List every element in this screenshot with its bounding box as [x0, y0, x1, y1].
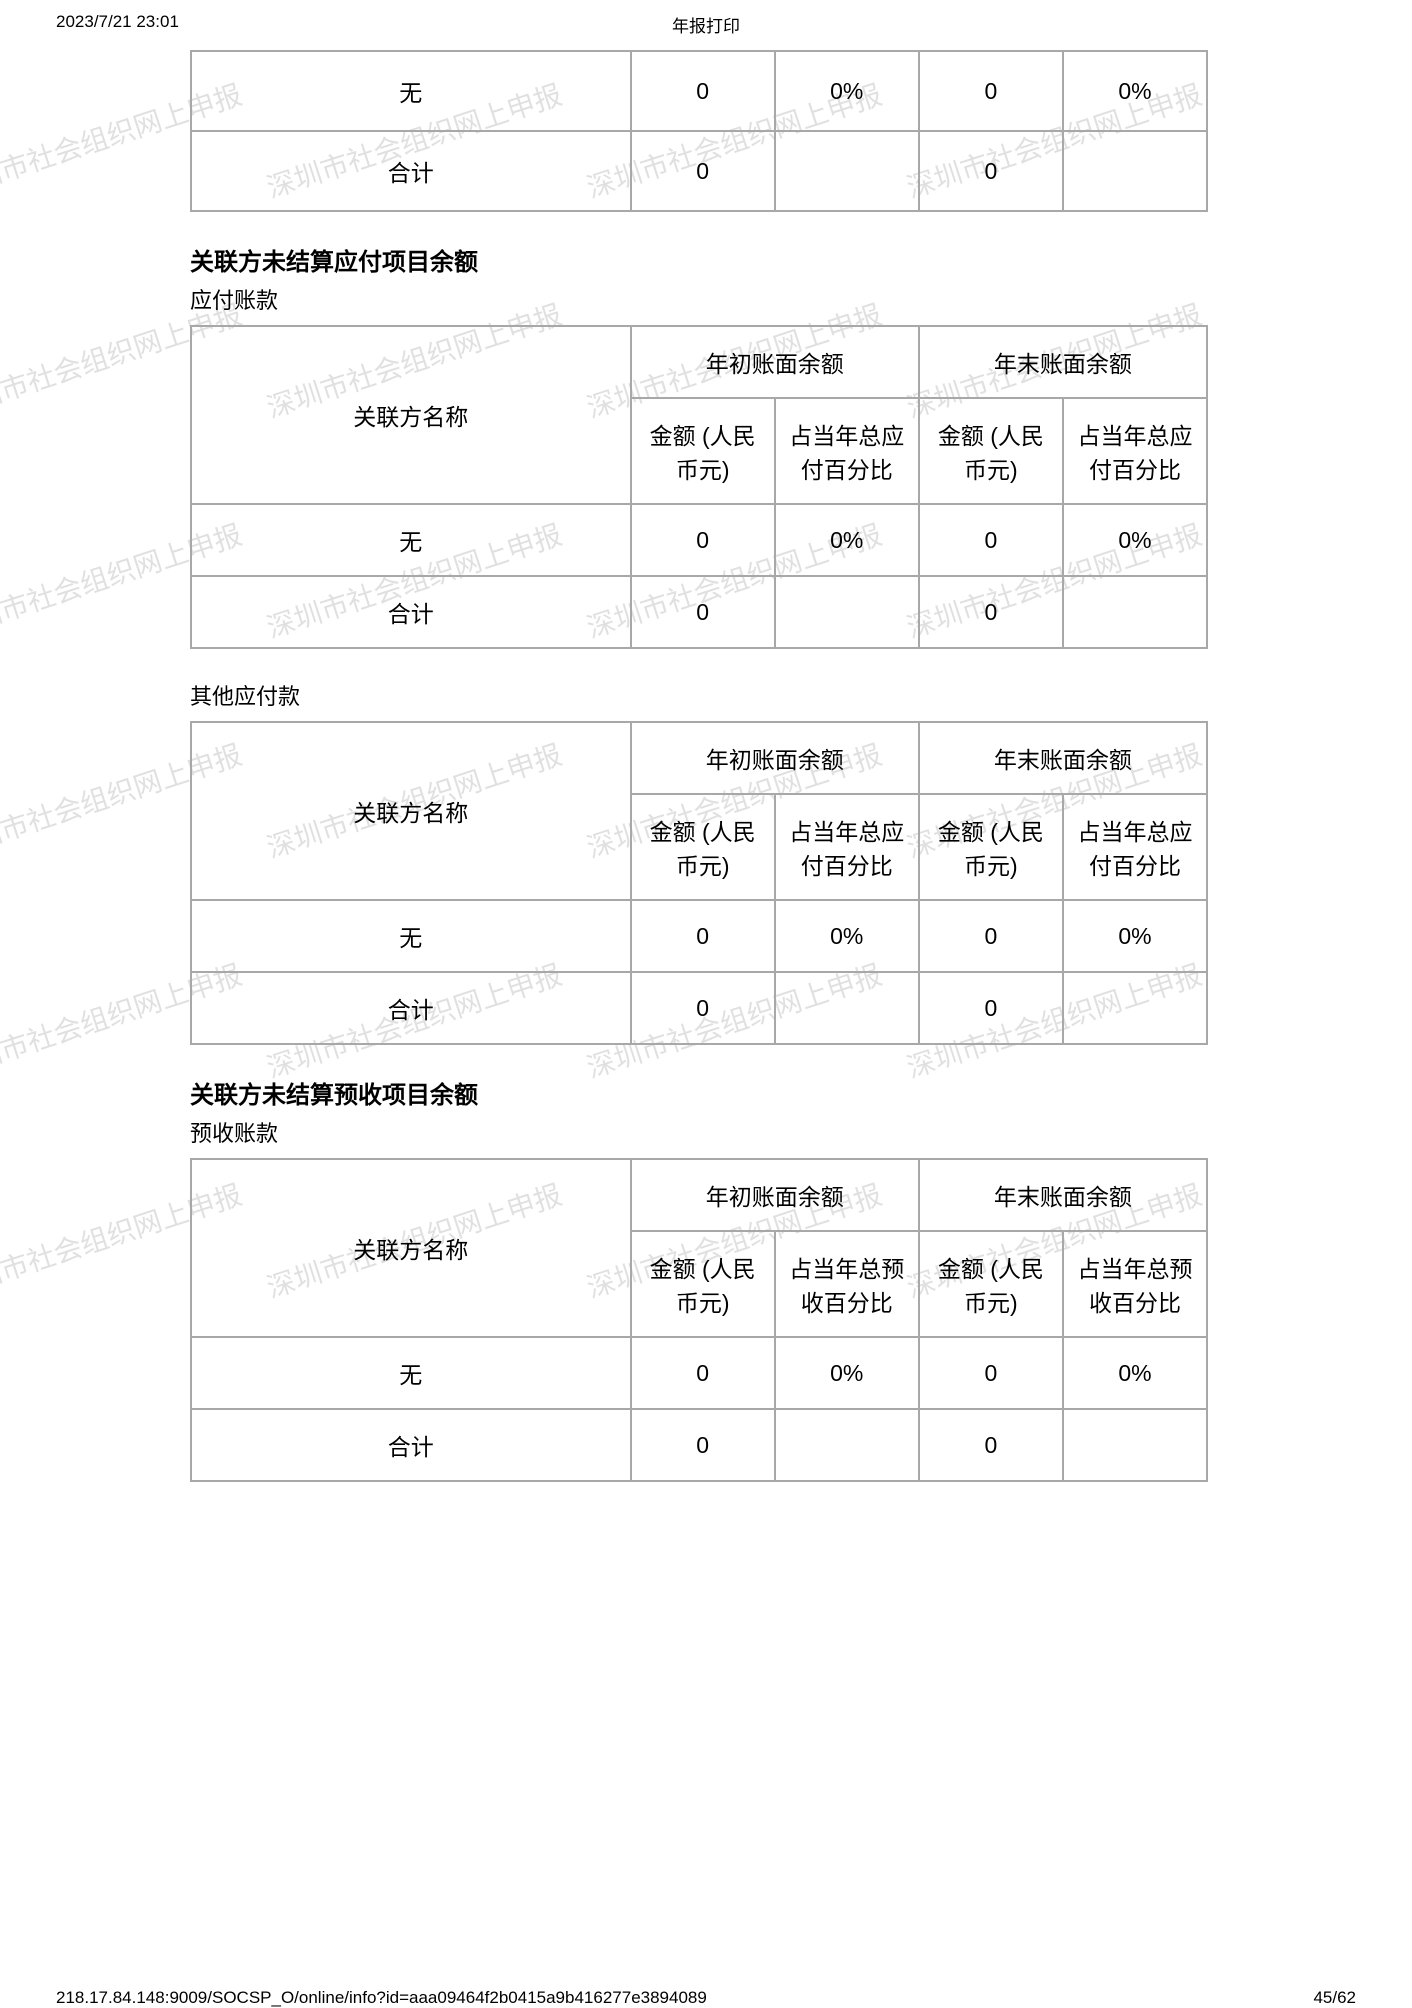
column-header-group-b: 年末账面余额: [919, 1159, 1207, 1231]
financial-table: 关联方名称年初账面余额年末账面余额金额 (人民币元)占当年总应付百分比金额 (人…: [190, 325, 1208, 649]
column-header-group-a: 年初账面余额: [631, 1159, 919, 1231]
table-cell: [775, 576, 919, 648]
table-cell: 0%: [775, 1337, 919, 1409]
column-subheader: 金额 (人民币元): [919, 794, 1063, 900]
header-title: 年报打印: [672, 12, 740, 37]
table-cell: 0: [631, 504, 775, 576]
table-cell: 无: [191, 900, 631, 972]
column-subheader: 占当年总预收百分比: [775, 1231, 919, 1337]
table-cell: 0: [631, 576, 775, 648]
table-cell: 0: [631, 1337, 775, 1409]
table-cell: 合计: [191, 131, 631, 211]
table-cell: 0%: [1063, 1337, 1207, 1409]
table-cell: 0%: [775, 51, 919, 131]
column-subheader: 占当年总预收百分比: [1063, 1231, 1207, 1337]
table-header-row: 关联方名称年初账面余额年末账面余额: [191, 722, 1207, 794]
column-header-group-a: 年初账面余额: [631, 326, 919, 398]
table-cell: [775, 1409, 919, 1481]
table-cell: 无: [191, 504, 631, 576]
financial-table: 关联方名称年初账面余额年末账面余额金额 (人民币元)占当年总预收百分比金额 (人…: [190, 1158, 1208, 1482]
table-cell: [1063, 576, 1207, 648]
header-date: 2023/7/21 23:01: [56, 12, 179, 32]
table-cell: [1063, 972, 1207, 1044]
table-cell: 0: [919, 900, 1063, 972]
table-cell: 合计: [191, 1409, 631, 1481]
table-cell: [775, 972, 919, 1044]
column-header-group-a: 年初账面余额: [631, 722, 919, 794]
table-cell: [775, 131, 919, 211]
table-cell: 0: [919, 131, 1063, 211]
continuation-table: 无00%00%合计00: [190, 50, 1208, 212]
table-cell: 0: [919, 972, 1063, 1044]
column-header-group-b: 年末账面余额: [919, 722, 1207, 794]
table-cell: [1063, 1409, 1207, 1481]
table-cell: 无: [191, 51, 631, 131]
table-row: 合计00: [191, 972, 1207, 1044]
table-row: 无00%00%: [191, 1337, 1207, 1409]
column-subheader: 金额 (人民币元): [631, 398, 775, 504]
table-row: 无00%00%: [191, 51, 1207, 131]
table-header-row: 关联方名称年初账面余额年末账面余额: [191, 1159, 1207, 1231]
column-subheader: 占当年总应付百分比: [1063, 398, 1207, 504]
table-cell: 0: [631, 972, 775, 1044]
table-cell: 合计: [191, 576, 631, 648]
subsection-heading: 其他应付款: [190, 679, 1208, 711]
column-subheader: 金额 (人民币元): [631, 1231, 775, 1337]
table-row: 合计00: [191, 576, 1207, 648]
column-header-name: 关联方名称: [191, 326, 631, 504]
column-subheader: 金额 (人民币元): [631, 794, 775, 900]
table-cell: 0: [631, 1409, 775, 1481]
table-row: 无00%00%: [191, 504, 1207, 576]
table-cell: 无: [191, 1337, 631, 1409]
financial-table: 关联方名称年初账面余额年末账面余额金额 (人民币元)占当年总应付百分比金额 (人…: [190, 721, 1208, 1045]
table-cell: 0: [919, 504, 1063, 576]
column-header-name: 关联方名称: [191, 1159, 631, 1337]
table-cell: 0: [631, 131, 775, 211]
table-row: 合计00: [191, 131, 1207, 211]
table-cell: 0%: [775, 504, 919, 576]
section-heading: 关联方未结算应付项目余额: [190, 242, 1208, 277]
footer-url: 218.17.84.148:9009/SOCSP_O/online/info?i…: [56, 1988, 707, 2008]
table-cell: 0: [919, 576, 1063, 648]
footer-page-number: 45/62: [1313, 1988, 1356, 2008]
document-body: 无00%00%合计00 关联方未结算应付项目余额应付账款关联方名称年初账面余额年…: [190, 50, 1208, 1512]
column-header-group-b: 年末账面余额: [919, 326, 1207, 398]
table-cell: [1063, 131, 1207, 211]
column-header-name: 关联方名称: [191, 722, 631, 900]
table-cell: 0: [631, 51, 775, 131]
column-subheader: 占当年总应付百分比: [775, 794, 919, 900]
table-row: 合计00: [191, 1409, 1207, 1481]
table-cell: 合计: [191, 972, 631, 1044]
column-subheader: 金额 (人民币元): [919, 1231, 1063, 1337]
table-cell: 0%: [1063, 900, 1207, 972]
subsection-heading: 应付账款: [190, 283, 1208, 315]
table-cell: 0: [631, 900, 775, 972]
subsection-heading: 预收账款: [190, 1116, 1208, 1148]
table-cell: 0: [919, 1409, 1063, 1481]
table-cell: 0: [919, 51, 1063, 131]
table-cell: 0%: [1063, 504, 1207, 576]
table-cell: 0%: [1063, 51, 1207, 131]
column-subheader: 占当年总应付百分比: [775, 398, 919, 504]
table-cell: 0%: [775, 900, 919, 972]
column-subheader: 占当年总应付百分比: [1063, 794, 1207, 900]
column-subheader: 金额 (人民币元): [919, 398, 1063, 504]
table-header-row: 关联方名称年初账面余额年末账面余额: [191, 326, 1207, 398]
table-row: 无00%00%: [191, 900, 1207, 972]
table-cell: 0: [919, 1337, 1063, 1409]
section-heading: 关联方未结算预收项目余额: [190, 1075, 1208, 1110]
